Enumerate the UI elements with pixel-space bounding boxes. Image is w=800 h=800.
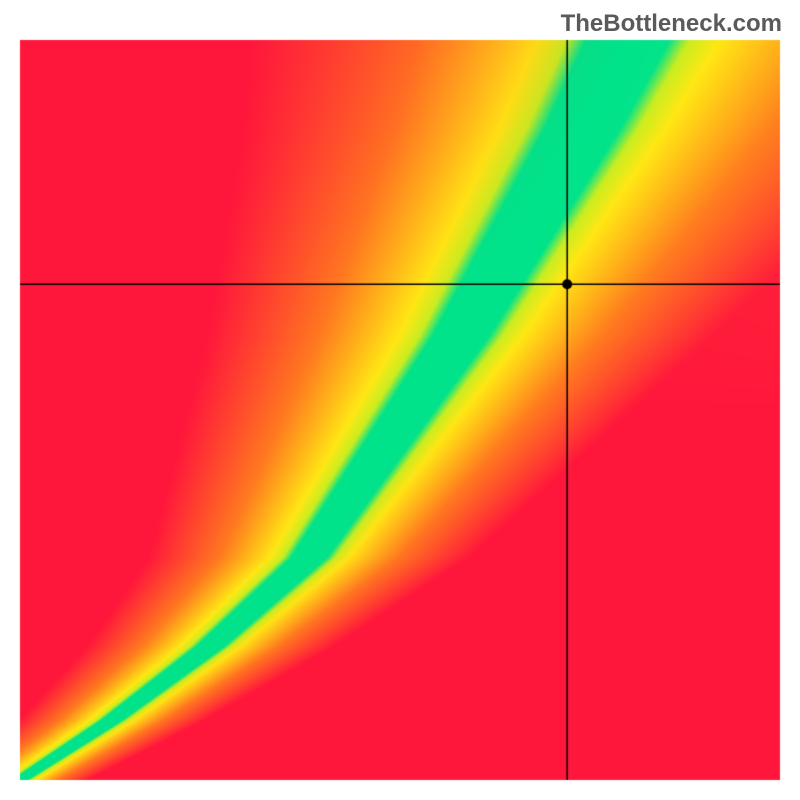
watermark-text: TheBottleneck.com [561, 10, 782, 38]
chart-container: TheBottleneck.com [0, 0, 800, 800]
heatmap-canvas [0, 0, 800, 800]
